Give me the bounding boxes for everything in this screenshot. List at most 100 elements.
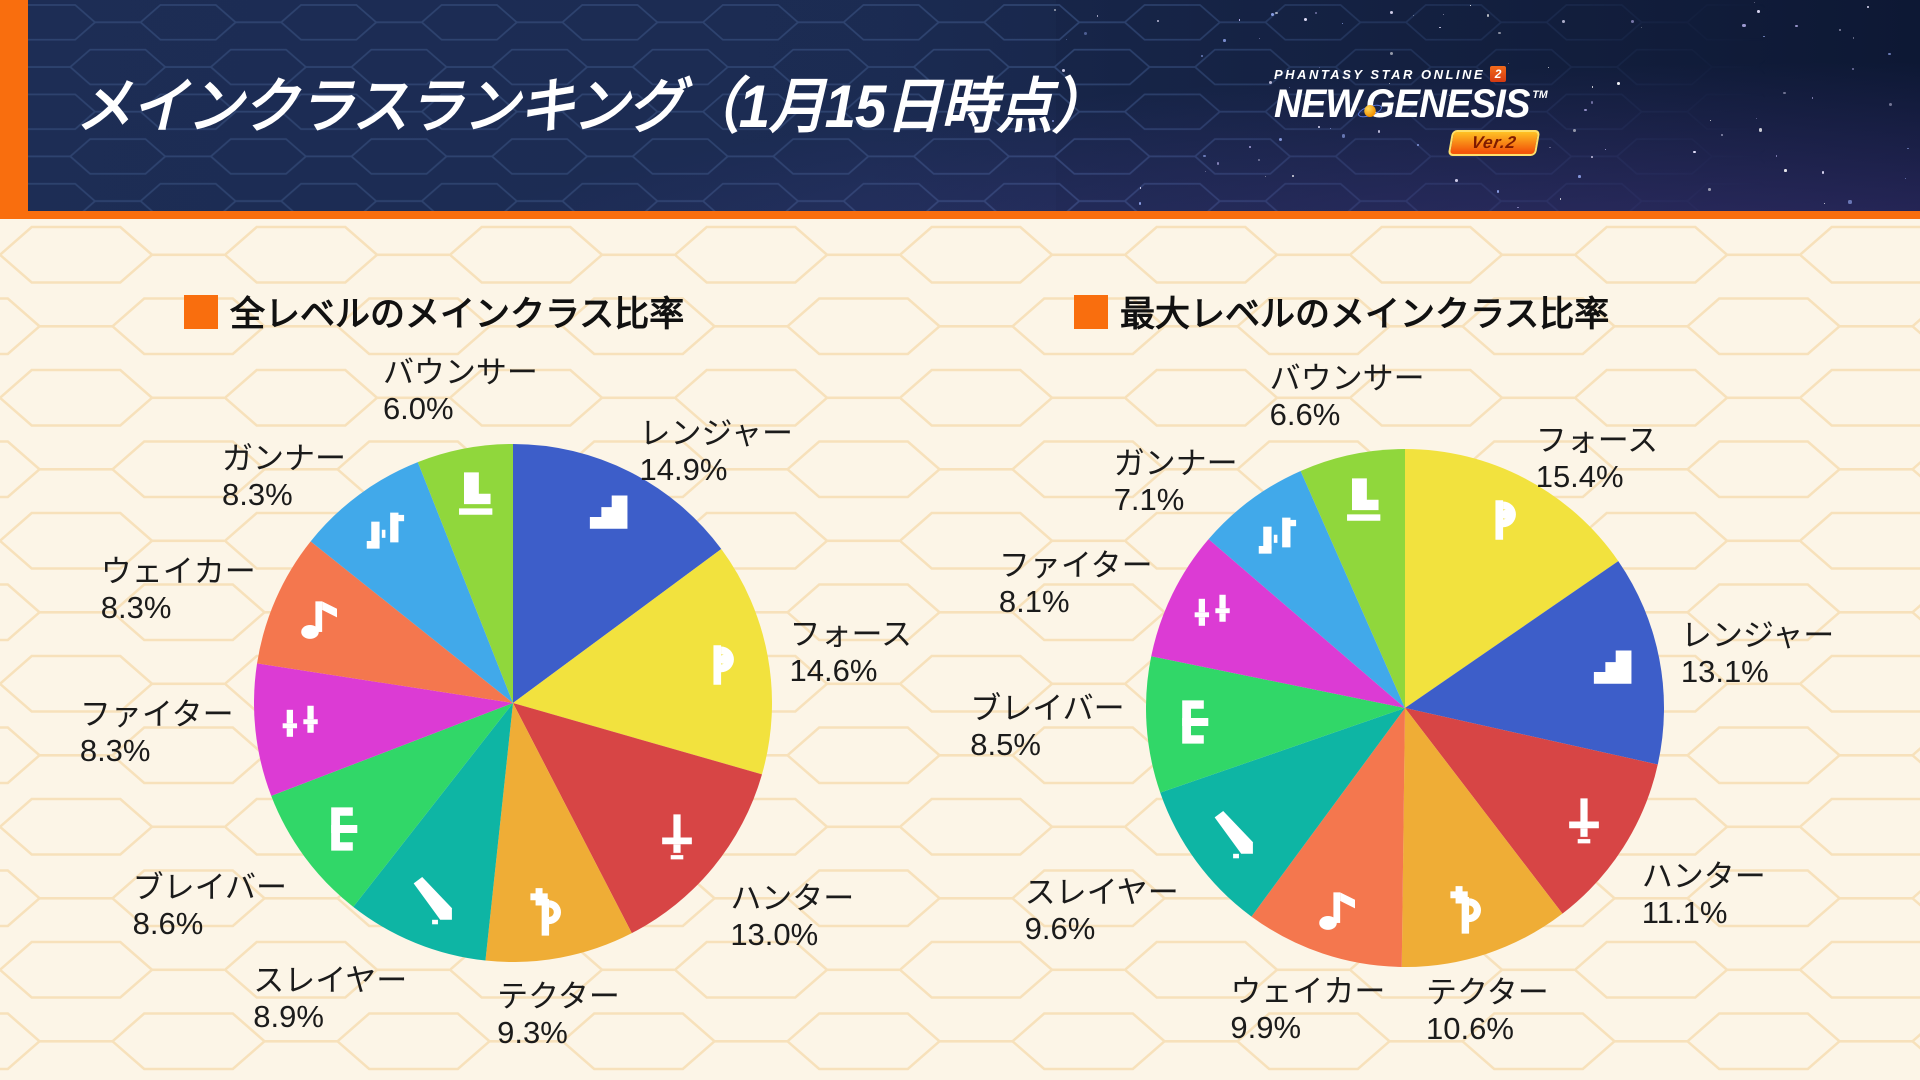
slice-label-name: バウンサー (382, 354, 538, 390)
star-dot (1238, 19, 1241, 21)
slice-label-percent: 14.9% (639, 452, 728, 488)
slice-label-percent: 8.6% (132, 906, 204, 941)
max-level-bouncer-slice (1300, 449, 1405, 708)
all-levels-hunter-slice (513, 703, 762, 934)
star-dot (1259, 37, 1261, 39)
all-levels-label-gunner: ガンナー 8.3% (222, 441, 346, 513)
max-level-waker-slice (1251, 708, 1405, 967)
all-levels-label-bouncer: バウンサー 6.0% (383, 355, 538, 427)
star-dot (1096, 15, 1099, 17)
logo-online2-badge: 2 (1490, 66, 1507, 82)
max-level-label-gunner: ガンナー 7.1% (1114, 446, 1238, 518)
header-banner: メインクラスランキング（1月15日時点） PHANTASY STAR ONLIN… (0, 0, 1920, 213)
max-level-hunter-slice (1405, 708, 1658, 914)
page-title: メインクラスランキング（1月15日時点） (76, 73, 1108, 140)
star-dot (1291, 175, 1294, 178)
slice-label-percent: 8.3% (221, 477, 293, 513)
star-dot (1888, 52, 1891, 56)
star-dot (1824, 203, 1826, 205)
header-accent-strip (0, 211, 1920, 219)
star-dot (1223, 39, 1226, 42)
slice-label-name: スレイヤー (1024, 874, 1179, 910)
slice-label-percent: 13.1% (1680, 654, 1769, 690)
all-levels-label-ranger: レンジャー 14.9% (640, 416, 793, 488)
slice-label-name: レンジャー (1680, 618, 1835, 654)
star-dot (1257, 158, 1261, 162)
max-level-ranger-slice (1405, 561, 1664, 765)
max-level-label-slayer: スレイヤー 9.6% (1025, 875, 1179, 947)
star-dot (1548, 66, 1549, 68)
logo-new-genesis: NEW GENESIS TM (1274, 82, 1548, 126)
all-levels-gunner-slice (310, 462, 513, 703)
slice-label-name: ハンター (1641, 859, 1766, 895)
star-dot (1388, 83, 1390, 85)
charts-area: 全レベルのメインクラス比率 最大レベルのメインクラス比率 レンジャー 14.9% フ… (0, 219, 1920, 1080)
max-level-label-waker: ウェイカー 9.9% (1230, 974, 1385, 1046)
star-dot (1278, 137, 1282, 141)
slice-label-percent: 13.0% (730, 917, 819, 953)
star-dot (1281, 105, 1283, 106)
logo-phantasy-text: PHANTASY STAR ONLINE (1274, 66, 1486, 82)
star-dot (1709, 119, 1711, 121)
star-dot (1763, 35, 1766, 38)
chart-title-text: 全レベルのメインクラス比率 (230, 295, 685, 334)
star-dot (1268, 80, 1272, 85)
slice-label-percent: 8.3% (100, 589, 172, 625)
header-hex-pattern (0, 0, 1920, 213)
slice-label-name: ウェイカー (100, 553, 256, 589)
star-dot (1549, 146, 1551, 149)
pie-all-levels (254, 444, 772, 962)
all-levels-label-fighter: ファイター 8.3% (80, 697, 234, 769)
slice-label-name: スレイヤー (253, 963, 408, 999)
star-dot (1584, 108, 1587, 112)
star-dot (1248, 146, 1252, 149)
star-dot (1708, 187, 1711, 191)
star-dot (1264, 175, 1267, 178)
logo-brand-line: PHANTASY STAR ONLINE 2 (1274, 66, 1534, 82)
star-dot (1304, 17, 1308, 21)
max-level-label-fighter: ファイター 8.1% (999, 548, 1153, 620)
title-bullet-square (1074, 294, 1108, 329)
slice-label-percent: 8.5% (970, 726, 1041, 762)
all-levels-label-techter: テクター 9.3% (497, 979, 620, 1051)
star-dot (1756, 10, 1760, 14)
slice-label-name: ファイター (79, 696, 234, 732)
star-dot (1758, 128, 1762, 132)
max-level-label-force: フォース 15.4% (1536, 423, 1658, 495)
slice-label-name: ブレイバー (970, 690, 1125, 726)
chart-title-all-levels: 全レベルのメインクラス比率 (184, 286, 684, 337)
slice-label-percent: 7.1% (1113, 482, 1185, 518)
star-dot (1200, 54, 1204, 57)
star-dot (1157, 19, 1160, 23)
star-dot (1811, 97, 1814, 99)
star-dot (1062, 69, 1066, 73)
star-dot (1275, 11, 1278, 15)
star-dot (1784, 169, 1787, 172)
star-dot (1443, 14, 1445, 16)
star-dot (1848, 200, 1852, 204)
star-dot (1851, 67, 1855, 70)
star-dot (1329, 127, 1332, 130)
star-dot (1498, 31, 1501, 35)
all-levels-force-slice (513, 549, 772, 775)
star-dot (1377, 130, 1381, 133)
logo-new-text: NEW (1274, 82, 1362, 126)
slice-label-percent: 6.0% (382, 390, 454, 426)
star-dot (1289, 87, 1291, 89)
star-dot (1821, 171, 1824, 174)
star-dot (1853, 37, 1855, 39)
star-dot (1839, 29, 1842, 31)
star-dot (1341, 134, 1346, 138)
all-levels-fighter-slice (254, 663, 513, 796)
all-levels-label-waker: ウェイカー 8.3% (101, 554, 256, 626)
star-dot (1315, 11, 1318, 14)
star-dot (1867, 6, 1870, 9)
slice-label-name: バウンサー (1269, 361, 1425, 397)
star-dot (1342, 22, 1344, 24)
chart-title-max-level: 最大レベルのメインクラス比率 (1074, 286, 1609, 337)
max-level-slayer-slice (1160, 708, 1405, 917)
header-purple-glow (0, 0, 1920, 213)
star-dot (1271, 13, 1275, 17)
star-dot (1907, 147, 1909, 150)
